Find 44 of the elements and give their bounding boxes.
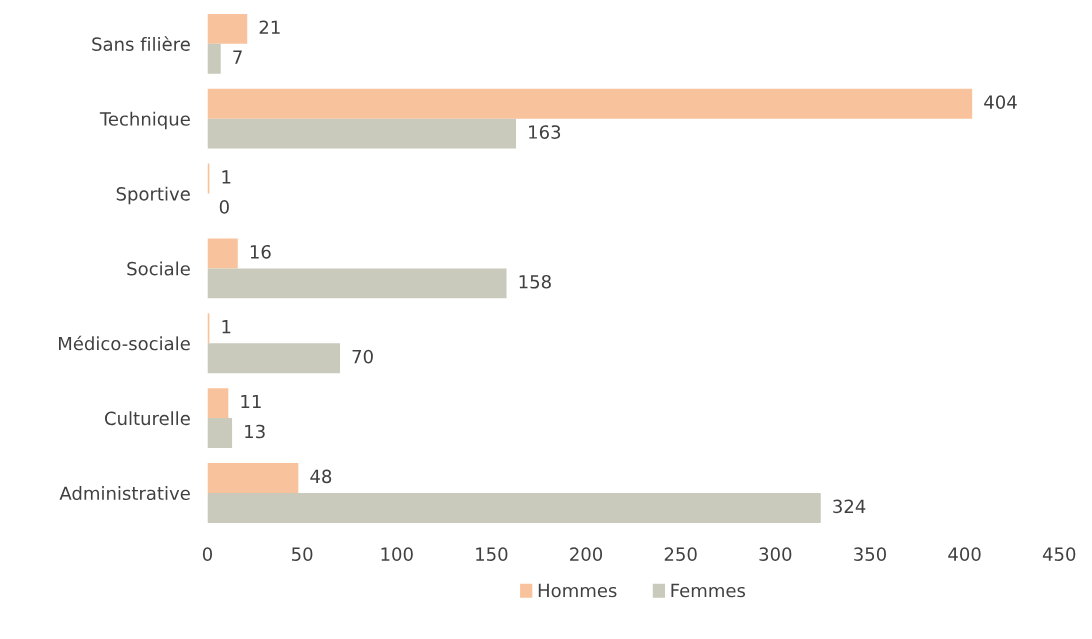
- data-label: 7: [233, 50, 242, 64]
- y-tick-label: Sportive: [116, 186, 190, 205]
- y-tick-label: Culturelle: [104, 411, 190, 426]
- data-label: 70: [352, 349, 373, 364]
- bar: [207, 118, 517, 149]
- data-label: 324: [833, 499, 866, 514]
- x-tick-label: 200: [570, 547, 603, 562]
- x-tick-label: 100: [381, 547, 413, 562]
- x-tick-label: 250: [664, 547, 697, 562]
- bar: [207, 268, 507, 299]
- legend-label: Femmes: [671, 583, 746, 598]
- x-tick-label: 400: [948, 547, 981, 562]
- data-label: 158: [519, 274, 551, 289]
- y-tick-label: Technique: [99, 111, 190, 130]
- data-label: 1: [222, 170, 231, 184]
- data-label: 48: [310, 469, 332, 484]
- data-label: 404: [984, 95, 1017, 109]
- bar: [207, 388, 229, 419]
- x-tick-label: 300: [759, 547, 792, 562]
- bar: [207, 88, 973, 119]
- x-tick-label: 0: [202, 547, 213, 562]
- bar: [207, 418, 233, 449]
- y-tick-label: Sociale: [127, 261, 190, 276]
- bar: [207, 43, 221, 74]
- data-label: 16: [250, 244, 271, 259]
- data-label: 1: [222, 320, 231, 334]
- bar: [207, 492, 821, 523]
- y-tick-label: Administrative: [59, 486, 190, 501]
- y-tick-label: Sans filière: [92, 36, 190, 51]
- x-tick-label: 350: [854, 547, 886, 562]
- data-label: 11: [241, 394, 261, 409]
- data-label: 21: [259, 20, 280, 34]
- bar: [207, 238, 238, 269]
- data-label: 163: [529, 125, 561, 139]
- x-tick-label: 50: [292, 547, 313, 562]
- x-tick-label: 150: [476, 547, 508, 562]
- data-label: 13: [245, 424, 265, 439]
- bar: [207, 463, 299, 493]
- x-tick-label: 450: [1042, 547, 1076, 562]
- bar: [207, 343, 340, 374]
- data-label: 0: [219, 200, 229, 214]
- legend-label: Hommes: [538, 583, 617, 598]
- y-tick-label: Médico-sociale: [59, 335, 190, 351]
- bar: [207, 13, 248, 44]
